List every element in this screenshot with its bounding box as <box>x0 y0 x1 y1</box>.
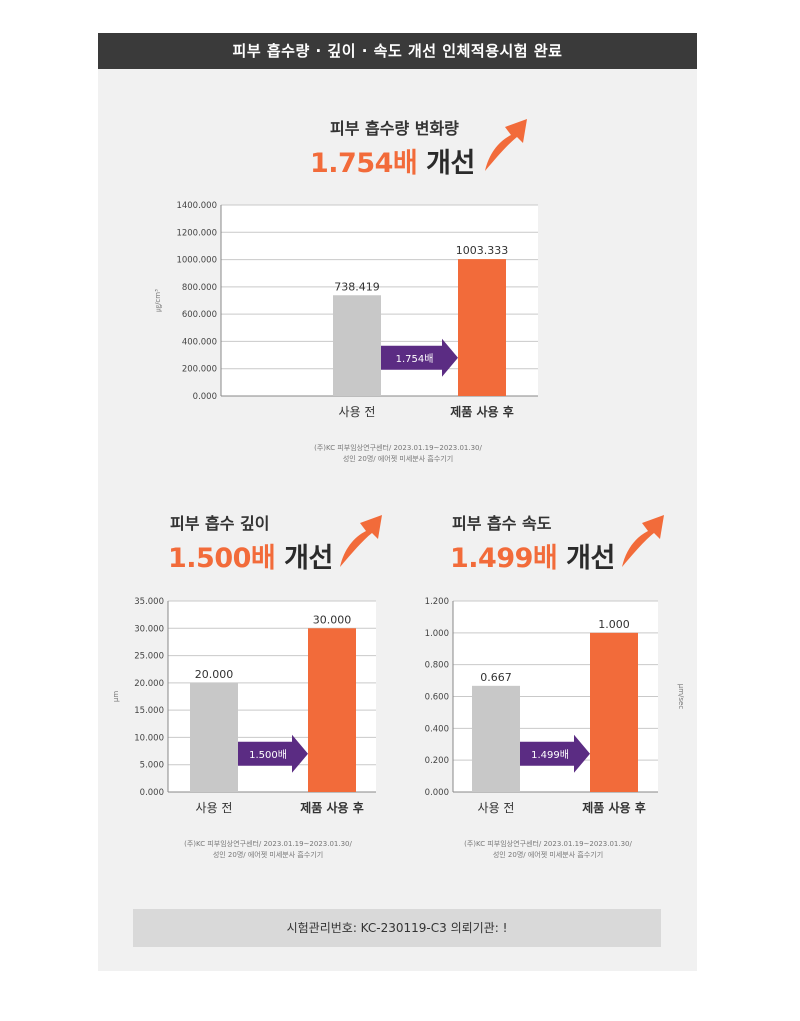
chart2-heading-big: 1.500배 개선 <box>168 536 333 575</box>
chart3-source-note: (주)KC 피부임상연구센터/ 2023.01.19~2023.01.30/ 성… <box>438 839 658 861</box>
footer-text: 시험관리번호: KC-230119-C3 의뢰기관: ! <box>286 921 508 935</box>
chart1-heading: 피부 흡수량 변화량 1.754배 개선 <box>310 115 475 180</box>
bar-before-use <box>472 685 520 792</box>
chart2-heading-num: 1.500배 <box>168 543 276 574</box>
orange-up-arrow-icon <box>485 119 527 171</box>
chart2-note-line2: 성인 20명/ 에어젯 미세분사 흡수기기 <box>212 851 324 859</box>
bar-before-use <box>190 682 238 792</box>
y-tick-label: 35.000 <box>134 597 164 607</box>
y-tick-label: 25.000 <box>134 652 164 662</box>
y-tick-label: 0.800 <box>425 661 449 671</box>
x-category-label: 제품 사용 후 <box>300 800 364 815</box>
y-tick-label: 200.000 <box>182 365 217 375</box>
infographic-panel: 피부 흡수량 · 깊이 · 속도 개선 인체적용시험 완료 피부 흡수량 변화량… <box>98 33 697 971</box>
bar-after-use <box>590 632 638 792</box>
orange-up-arrow-icon <box>622 515 664 567</box>
chart1-note-line2: 성인 20명/ 에어젯 미세분사 흡수기기 <box>342 455 454 463</box>
improvement-arrow <box>520 734 590 773</box>
y-tick-label: 1.200 <box>425 597 449 607</box>
y-tick-label: 1400.000 <box>176 201 217 211</box>
bar-before-use <box>333 295 381 396</box>
y-tick-label: 0.000 <box>425 788 449 798</box>
improvement-label: 1.754배 <box>396 353 434 365</box>
y-axis-unit-label: μm <box>112 691 120 702</box>
y-tick-label: 0.000 <box>140 788 164 798</box>
y-tick-label: 600.000 <box>182 310 217 320</box>
chart1-heading-num: 1.754배 <box>310 148 418 179</box>
chart2-heading-txt: 개선 <box>284 543 333 574</box>
y-tick-label: 0.000 <box>193 392 217 402</box>
y-tick-label: 10.000 <box>134 733 164 743</box>
x-category-label: 사용 전 <box>478 801 515 815</box>
x-category-label: 사용 전 <box>339 405 376 419</box>
y-tick-label: 20.000 <box>134 679 164 689</box>
improvement-arrow <box>381 338 458 377</box>
bar-value-label: 30.000 <box>313 613 352 626</box>
chart2-source-note: (주)KC 피부임상연구센터/ 2023.01.19~2023.01.30/ 성… <box>158 839 378 861</box>
y-axis-unit-label: μm/sec <box>677 684 685 710</box>
improvement-label: 1.500배 <box>249 749 287 761</box>
chart3-note-line1: (주)KC 피부임상연구센터/ 2023.01.19~2023.01.30/ <box>464 840 632 848</box>
y-tick-label: 30.000 <box>134 624 164 634</box>
bar-after-use <box>458 259 506 396</box>
y-tick-label: 1000.000 <box>176 256 217 266</box>
bar-value-label: 738.419 <box>334 280 380 293</box>
chart1-heading-big: 1.754배 개선 <box>310 141 475 180</box>
chart2-heading-sub: 피부 흡수 깊이 <box>170 514 270 533</box>
x-category-label: 제품 사용 후 <box>582 800 646 815</box>
chart3-heading-num: 1.499배 <box>450 543 558 574</box>
chart-skin-absorption-speed: 0.000 0.200 0.400 0.600 0.800 1.000 1.200 μm/se… <box>425 597 685 815</box>
chart1-note-line1: (주)KC 피부임상연구센터/ 2023.01.19~2023.01.30/ <box>314 444 482 452</box>
bar-value-label: 1003.333 <box>456 244 509 257</box>
y-tick-label: 1.000 <box>425 629 449 639</box>
y-tick-label: 5.000 <box>140 761 164 771</box>
chart2-note-line1: (주)KC 피부임상연구센터/ 2023.01.19~2023.01.30/ <box>184 840 352 848</box>
improvement-label: 1.499배 <box>531 749 569 761</box>
test-management-number-bar: 시험관리번호: KC-230119-C3 의뢰기관: ! <box>133 909 661 947</box>
orange-up-arrow-icon <box>340 515 382 567</box>
chart-skin-absorption-amount: 0.000 200.000 400.000 600.000 800.000 1000.00… <box>154 201 538 419</box>
chart3-note-line2: 성인 20명/ 에어젯 미세분사 흡수기기 <box>492 851 604 859</box>
y-axis-unit-label: ㎍/cm³ <box>154 289 163 312</box>
chart1-heading-txt: 개선 <box>426 148 475 179</box>
chart3-heading: 피부 흡수 속도 1.499배 개선 <box>450 510 615 575</box>
y-tick-label: 15.000 <box>134 706 164 716</box>
x-category-label: 제품 사용 후 <box>450 404 514 419</box>
chart3-heading-big: 1.499배 개선 <box>450 536 615 575</box>
y-tick-label: 1200.000 <box>176 228 217 238</box>
y-tick-label: 0.200 <box>425 756 449 766</box>
chart2-heading: 피부 흡수 깊이 1.500배 개선 <box>168 510 333 575</box>
bar-after-use <box>308 628 356 792</box>
bar-value-label: 0.667 <box>480 671 512 684</box>
chart1-source-note: (주)KC 피부임상연구센터/ 2023.01.19~2023.01.30/ 성… <box>238 443 558 465</box>
chart3-heading-sub: 피부 흡수 속도 <box>452 514 552 533</box>
x-category-label: 사용 전 <box>196 801 233 815</box>
chart-skin-absorption-depth: 0.000 5.000 10.000 15.000 20.000 25.000 30.000… <box>112 597 376 815</box>
y-tick-label: 0.400 <box>425 724 449 734</box>
y-tick-label: 0.600 <box>425 693 449 703</box>
bar-value-label: 1.000 <box>598 618 630 631</box>
bar-value-label: 20.000 <box>195 668 234 681</box>
chart3-heading-txt: 개선 <box>566 543 615 574</box>
improvement-arrow <box>238 734 308 773</box>
page-title: 피부 흡수량 · 깊이 · 속도 개선 인체적용시험 완료 <box>98 33 697 69</box>
chart1-heading-sub: 피부 흡수량 변화량 <box>330 119 459 138</box>
y-tick-label: 800.000 <box>182 283 217 293</box>
y-tick-label: 400.000 <box>182 337 217 347</box>
